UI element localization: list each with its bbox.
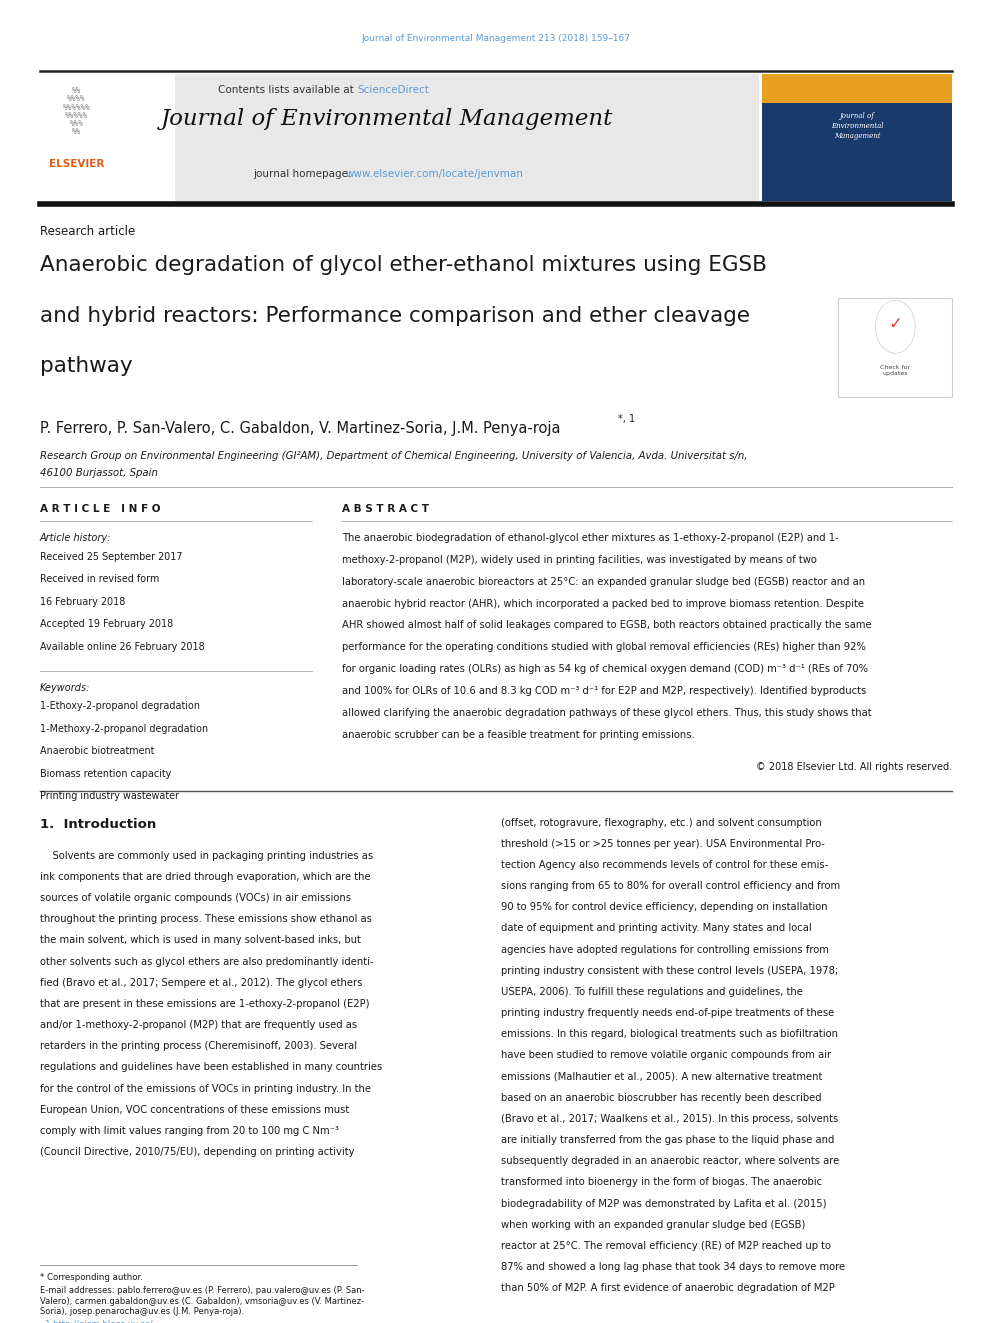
Text: * Corresponding author.: * Corresponding author. — [40, 1273, 143, 1282]
Text: ELSEVIER: ELSEVIER — [49, 159, 104, 169]
Text: A B S T R A C T: A B S T R A C T — [342, 504, 430, 515]
Text: 87% and showed a long lag phase that took 34 days to remove more: 87% and showed a long lag phase that too… — [501, 1262, 845, 1273]
Bar — [762, 74, 952, 103]
Text: Journal of Environmental Management: Journal of Environmental Management — [161, 108, 613, 131]
Text: 1.  Introduction: 1. Introduction — [40, 818, 156, 831]
Text: regulations and guidelines have been established in many countries: regulations and guidelines have been est… — [40, 1062, 382, 1073]
Text: throughout the printing process. These emissions show ethanol as: throughout the printing process. These e… — [40, 914, 372, 925]
Text: printing industry frequently needs end-of-pipe treatments of these: printing industry frequently needs end-o… — [501, 1008, 834, 1019]
Text: Solvents are commonly used in packaging printing industries as: Solvents are commonly used in packaging … — [40, 851, 373, 861]
Text: E-mail addresses: pablo.ferrero@uv.es (P. Ferrero), pau.valero@uv.es (P. San-: E-mail addresses: pablo.ferrero@uv.es (P… — [40, 1286, 364, 1295]
Text: 1 http://giam.blogs.uv.es/: 1 http://giam.blogs.uv.es/ — [40, 1320, 153, 1323]
Text: transformed into bioenergy in the form of biogas. The anaerobic: transformed into bioenergy in the form o… — [501, 1177, 822, 1188]
Text: Received 25 September 2017: Received 25 September 2017 — [40, 552, 183, 562]
Text: other solvents such as glycol ethers are also predominantly identi-: other solvents such as glycol ethers are… — [40, 957, 373, 967]
Bar — [838, 298, 952, 397]
Text: www.elsevier.com/locate/jenvman: www.elsevier.com/locate/jenvman — [345, 169, 523, 180]
Text: European Union, VOC concentrations of these emissions must: European Union, VOC concentrations of th… — [40, 1105, 349, 1115]
Text: %%
%%%%
%%%%%%
%%%%%
%%%
%%: %% %%%% %%%%%% %%%%% %%% %% — [62, 86, 90, 136]
Text: than 50% of M2P. A first evidence of anaerobic degradation of M2P: than 50% of M2P. A first evidence of ana… — [501, 1283, 834, 1294]
Text: printing industry consistent with these control levels (USEPA, 1978;: printing industry consistent with these … — [501, 966, 838, 976]
Text: laboratory-scale anaerobic bioreactors at 25°C: an expanded granular sludge bed : laboratory-scale anaerobic bioreactors a… — [342, 577, 865, 587]
Text: Article history:: Article history: — [40, 533, 111, 544]
Text: 1-Ethoxy-2-propanol degradation: 1-Ethoxy-2-propanol degradation — [40, 701, 199, 712]
Text: threshold (>15 or >25 tonnes per year). USA Environmental Pro-: threshold (>15 or >25 tonnes per year). … — [501, 839, 824, 849]
Text: Research article: Research article — [40, 225, 135, 238]
Text: retarders in the printing process (Cheremisinoff, 2003). Several: retarders in the printing process (Chere… — [40, 1041, 357, 1052]
Text: biodegradability of M2P was demonstrated by Lafita et al. (2015): biodegradability of M2P was demonstrated… — [501, 1199, 826, 1209]
Text: Valero), carmen.gabaldon@uv.es (C. Gabaldon), vmsoria@uv.es (V. Martinez-: Valero), carmen.gabaldon@uv.es (C. Gabal… — [40, 1297, 364, 1306]
Text: (offset, rotogravure, flexography, etc.) and solvent consumption: (offset, rotogravure, flexography, etc.)… — [501, 818, 821, 828]
Text: (Council Directive, 2010/75/EU), depending on printing activity: (Council Directive, 2010/75/EU), dependi… — [40, 1147, 354, 1158]
Text: have been studied to remove volatile organic compounds from air: have been studied to remove volatile org… — [501, 1050, 831, 1061]
Text: anaerobic hybrid reactor (AHR), which incorporated a packed bed to improve bioma: anaerobic hybrid reactor (AHR), which in… — [342, 598, 864, 609]
Text: emissions (Malhautier et al., 2005). A new alternative treatment: emissions (Malhautier et al., 2005). A n… — [501, 1072, 822, 1082]
Text: USEPA, 2006). To fulfill these regulations and guidelines, the: USEPA, 2006). To fulfill these regulatio… — [501, 987, 803, 998]
Text: fied (Bravo et al., 2017; Sempere et al., 2012). The glycol ethers: fied (Bravo et al., 2017; Sempere et al.… — [40, 978, 362, 988]
Text: Received in revised form: Received in revised form — [40, 574, 159, 585]
Text: Journal of Environmental Management 213 (2018) 159–167: Journal of Environmental Management 213 … — [361, 34, 631, 44]
Text: ✓: ✓ — [889, 315, 902, 333]
Text: journal homepage:: journal homepage: — [253, 169, 355, 180]
Text: that are present in these emissions are 1-ethoxy-2-propanol (E2P): that are present in these emissions are … — [40, 999, 369, 1009]
Bar — [762, 74, 952, 201]
Text: Journal of
Environmental
Management: Journal of Environmental Management — [831, 112, 883, 140]
Text: tection Agency also recommends levels of control for these emis-: tection Agency also recommends levels of… — [501, 860, 828, 871]
Text: pathway: pathway — [40, 356, 132, 376]
Text: sources of volatile organic compounds (VOCs) in air emissions: sources of volatile organic compounds (V… — [40, 893, 351, 904]
Text: date of equipment and printing activity. Many states and local: date of equipment and printing activity.… — [501, 923, 811, 934]
Text: emissions. In this regard, biological treatments such as biofiltration: emissions. In this regard, biological tr… — [501, 1029, 838, 1040]
Text: when working with an expanded granular sludge bed (EGSB): when working with an expanded granular s… — [501, 1220, 806, 1230]
Text: P. Ferrero, P. San-Valero, C. Gabaldon, V. Martinez-Soria, J.M. Penya-roja: P. Ferrero, P. San-Valero, C. Gabaldon, … — [40, 421, 560, 435]
Text: Accepted 19 February 2018: Accepted 19 February 2018 — [40, 619, 173, 630]
Text: 90 to 95% for control device efficiency, depending on installation: 90 to 95% for control device efficiency,… — [501, 902, 827, 913]
Text: Anaerobic biotreatment: Anaerobic biotreatment — [40, 746, 154, 757]
Text: AHR showed almost half of solid leakages compared to EGSB, both reactors obtaine: AHR showed almost half of solid leakages… — [342, 620, 872, 631]
Text: ScienceDirect: ScienceDirect — [357, 85, 429, 95]
Text: 16 February 2018: 16 February 2018 — [40, 597, 125, 607]
Text: Available online 26 February 2018: Available online 26 February 2018 — [40, 642, 204, 652]
Text: 1-Methoxy-2-propanol degradation: 1-Methoxy-2-propanol degradation — [40, 724, 207, 734]
Text: and/or 1-methoxy-2-propanol (M2P) that are frequently used as: and/or 1-methoxy-2-propanol (M2P) that a… — [40, 1020, 357, 1031]
Text: Keywords:: Keywords: — [40, 683, 90, 693]
Text: (Bravo et al., 2017; Waalkens et al., 2015). In this process, solvents: (Bravo et al., 2017; Waalkens et al., 20… — [501, 1114, 838, 1125]
Text: subsequently degraded in an anaerobic reactor, where solvents are: subsequently degraded in an anaerobic re… — [501, 1156, 839, 1167]
Text: Biomass retention capacity: Biomass retention capacity — [40, 769, 171, 779]
Text: performance for the operating conditions studied with global removal efficiencie: performance for the operating conditions… — [342, 643, 866, 652]
Text: for the control of the emissions of VOCs in printing industry. In the: for the control of the emissions of VOCs… — [40, 1084, 371, 1094]
Text: © 2018 Elsevier Ltd. All rights reserved.: © 2018 Elsevier Ltd. All rights reserved… — [756, 762, 952, 773]
Text: The anaerobic biodegradation of ethanol-glycol ether mixtures as 1-ethoxy-2-prop: The anaerobic biodegradation of ethanol-… — [342, 533, 839, 544]
Text: based on an anaerobic bioscrubber has recently been described: based on an anaerobic bioscrubber has re… — [501, 1093, 821, 1103]
Text: reactor at 25°C. The removal efficiency (RE) of M2P reached up to: reactor at 25°C. The removal efficiency … — [501, 1241, 831, 1252]
Text: Soria), josep.penarocha@uv.es (J.M. Penya-roja).: Soria), josep.penarocha@uv.es (J.M. Peny… — [40, 1307, 244, 1316]
Text: Contents lists available at: Contents lists available at — [218, 85, 357, 95]
Bar — [40, 74, 175, 201]
Text: agencies have adopted regulations for controlling emissions from: agencies have adopted regulations for co… — [501, 945, 829, 955]
Text: sions ranging from 65 to 80% for overall control efficiency and from: sions ranging from 65 to 80% for overall… — [501, 881, 840, 892]
Text: are initially transferred from the gas phase to the liquid phase and: are initially transferred from the gas p… — [501, 1135, 834, 1146]
Text: *, 1: *, 1 — [618, 414, 635, 425]
Text: Anaerobic degradation of glycol ether-ethanol mixtures using EGSB: Anaerobic degradation of glycol ether-et… — [40, 255, 767, 275]
Text: and hybrid reactors: Performance comparison and ether cleavage: and hybrid reactors: Performance compari… — [40, 306, 750, 325]
Text: Research Group on Environmental Engineering (GI²AM), Department of Chemical Engi: Research Group on Environmental Engineer… — [40, 451, 747, 462]
Text: A R T I C L E   I N F O: A R T I C L E I N F O — [40, 504, 160, 515]
Text: and 100% for OLRs of 10.6 and 8.3 kg COD m⁻³ d⁻¹ for E2P and M2P, respectively).: and 100% for OLRs of 10.6 and 8.3 kg COD… — [342, 687, 866, 696]
Text: Check for
updates: Check for updates — [880, 365, 911, 376]
Text: 46100 Burjassot, Spain: 46100 Burjassot, Spain — [40, 468, 158, 479]
Text: for organic loading rates (OLRs) as high as 54 kg of chemical oxygen demand (COD: for organic loading rates (OLRs) as high… — [342, 664, 868, 675]
Text: allowed clarifying the anaerobic degradation pathways of these glycol ethers. Th: allowed clarifying the anaerobic degrada… — [342, 708, 872, 718]
Text: the main solvent, which is used in many solvent-based inks, but: the main solvent, which is used in many … — [40, 935, 360, 946]
Text: Printing industry wastewater: Printing industry wastewater — [40, 791, 179, 802]
Text: methoxy-2-propanol (M2P), widely used in printing facilities, was investigated b: methoxy-2-propanol (M2P), widely used in… — [342, 556, 817, 565]
Text: comply with limit values ranging from 20 to 100 mg C Nm⁻³: comply with limit values ranging from 20… — [40, 1126, 338, 1136]
Text: ink components that are dried through evaporation, which are the: ink components that are dried through ev… — [40, 872, 370, 882]
Text: anaerobic scrubber can be a feasible treatment for printing emissions.: anaerobic scrubber can be a feasible tre… — [342, 730, 695, 740]
Bar — [40, 74, 759, 201]
